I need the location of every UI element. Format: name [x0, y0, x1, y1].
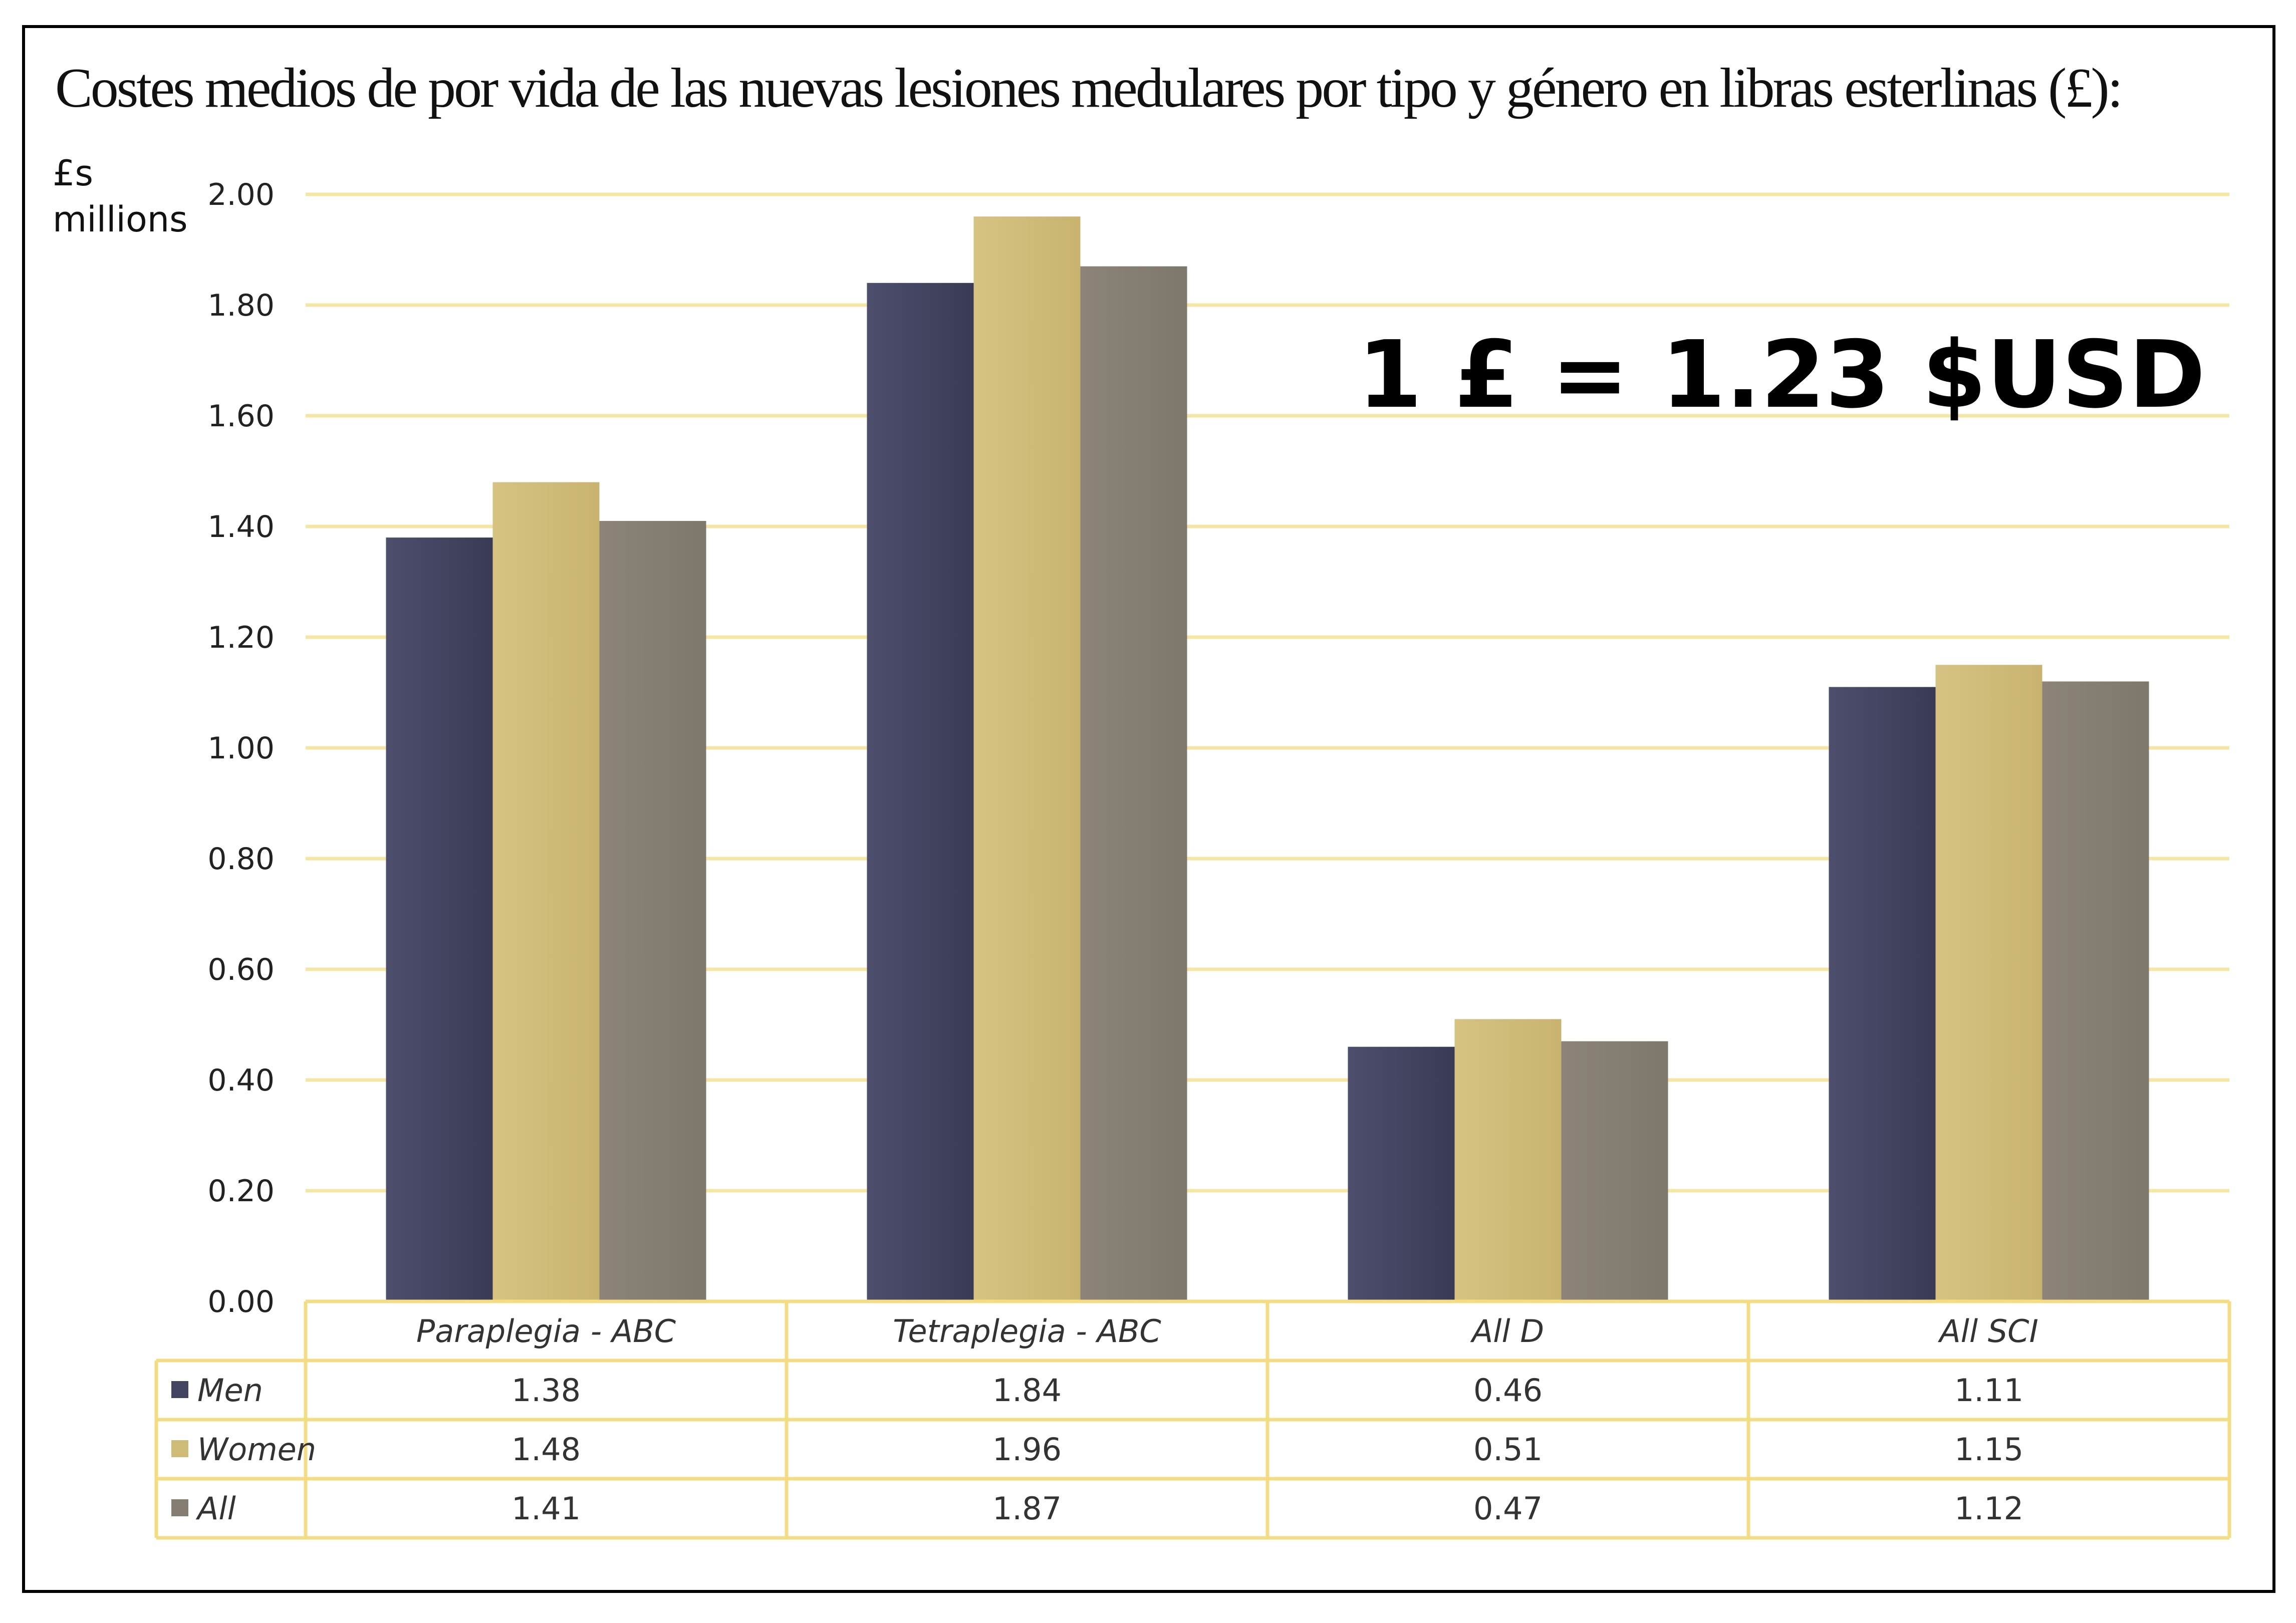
bar-men-3 — [1348, 1046, 1455, 1301]
y-axis-label-line-1: £s — [53, 153, 94, 194]
data-label: 1.87 — [992, 1490, 1062, 1527]
y-tick-label: 0.80 — [207, 842, 275, 877]
bar-all-4 — [2042, 681, 2149, 1301]
data-label: 1.41 — [512, 1490, 581, 1527]
bars — [386, 216, 2149, 1302]
data-label: 1.15 — [1954, 1431, 2023, 1468]
data-label: 1.38 — [512, 1372, 581, 1409]
bar-women-3 — [1454, 1019, 1562, 1301]
category-label: Paraplegia - ABC — [416, 1313, 676, 1349]
y-tick-label: 0.40 — [207, 1063, 275, 1098]
legend-swatch-all — [171, 1499, 188, 1516]
bar-all-2 — [1080, 266, 1187, 1302]
bar-women-4 — [1935, 665, 2043, 1301]
legend-label-men: Men — [197, 1372, 263, 1409]
y-axis-label-line-2: millions — [53, 199, 188, 240]
data-label: 1.48 — [512, 1431, 581, 1468]
data-label: 0.46 — [1473, 1372, 1543, 1409]
chart-title: Costes medios de por vida de las nuevas … — [55, 57, 2123, 119]
data-label: 0.47 — [1473, 1490, 1543, 1527]
data-label: 1.84 — [992, 1372, 1062, 1409]
y-tick-label: 1.40 — [207, 509, 275, 545]
category-label: All D — [1470, 1313, 1544, 1349]
y-tick-label: 1.20 — [207, 620, 275, 655]
category-label: Tetraplegia - ABC — [893, 1313, 1161, 1349]
bar-men-1 — [386, 537, 493, 1301]
exchange-rate-annotation: 1 £ = 1.23 $USD — [1358, 321, 2206, 429]
y-tick-label: 0.20 — [207, 1174, 275, 1209]
legend-label-women: Women — [197, 1431, 316, 1468]
data-label: 1.96 — [992, 1431, 1062, 1468]
y-tick-labels: 0.00 0.20 0.40 0.60 0.80 1.00 1.20 1.40 1.60 1.80… — [207, 177, 275, 1319]
legend-label-all: All — [195, 1490, 236, 1527]
y-tick-label: 1.80 — [207, 288, 275, 323]
bar-women-1 — [492, 482, 600, 1301]
y-axis-label: £s millions — [53, 150, 213, 242]
y-tick-label: 0.00 — [207, 1284, 275, 1319]
y-tick-label: 2.00 — [207, 177, 275, 212]
data-label: 0.51 — [1473, 1431, 1543, 1468]
y-tick-label: 1.60 — [207, 399, 275, 434]
data-table: Paraplegia - ABC Tetraplegia - ABC All D Al… — [154, 1299, 2231, 1540]
legend-swatch-men — [171, 1381, 188, 1398]
data-label: 1.12 — [1954, 1490, 2023, 1527]
data-label: 1.11 — [1954, 1372, 2023, 1409]
bar-all-1 — [599, 520, 706, 1301]
legend-swatch-women — [171, 1440, 188, 1457]
y-tick-label: 1.00 — [207, 731, 275, 766]
bar-men-2 — [867, 283, 974, 1301]
bar-all-3 — [1561, 1041, 1668, 1301]
bar-women-2 — [973, 216, 1081, 1302]
bar-men-4 — [1829, 687, 1936, 1301]
y-tick-label: 0.60 — [207, 952, 275, 987]
category-label: All SCI — [1937, 1313, 2038, 1349]
